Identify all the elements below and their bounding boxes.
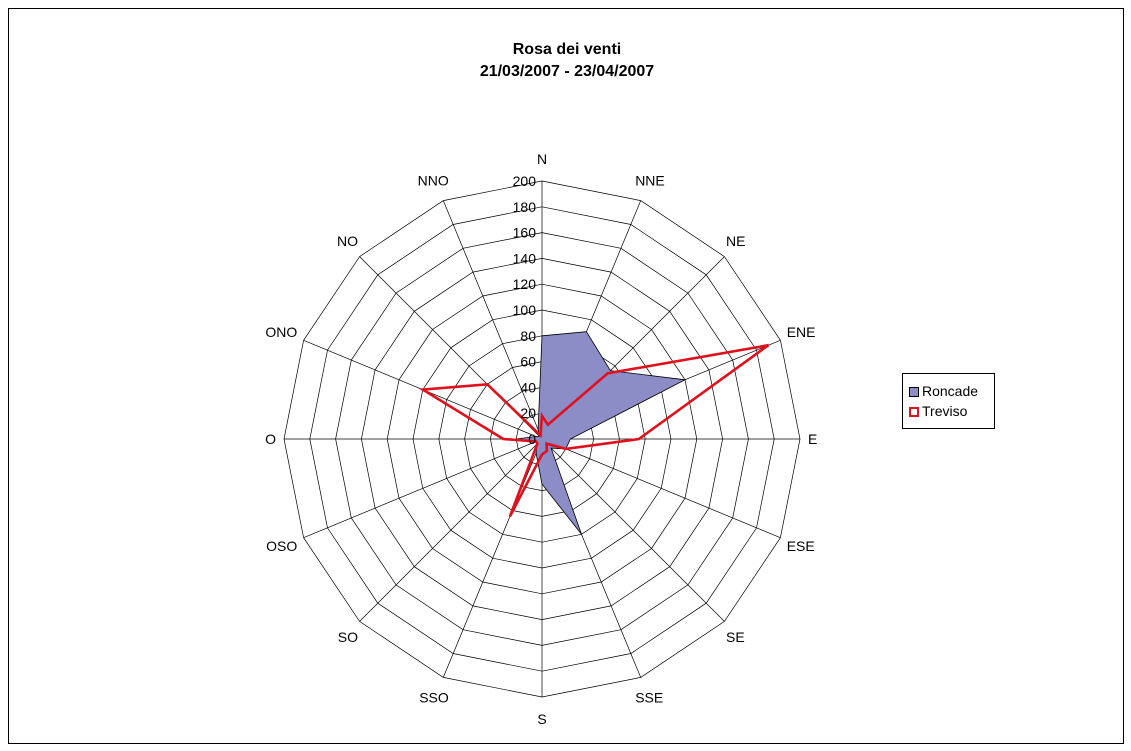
- radial-tick-label: 20: [520, 405, 536, 421]
- radial-tick-label: 60: [520, 354, 536, 370]
- direction-label: ENE: [787, 324, 816, 340]
- direction-label: N: [537, 151, 547, 167]
- radar-series: [418, 331, 770, 535]
- legend-item-treviso: Treviso: [909, 402, 967, 420]
- legend-label-treviso: Treviso: [922, 403, 968, 419]
- direction-label: NO: [337, 233, 358, 249]
- direction-label: SSE: [635, 690, 663, 706]
- chart-title-block: Rosa dei venti 21/03/2007 - 23/04/2007: [9, 39, 1125, 83]
- direction-label: NE: [726, 233, 745, 249]
- legend: Roncade Treviso: [902, 373, 995, 429]
- grid-spoke: [541, 438, 781, 539]
- radial-tick-label: 40: [520, 379, 536, 395]
- direction-label: SSO: [419, 690, 449, 706]
- radial-tick-label: 80: [520, 328, 536, 344]
- legend-swatch-roncade: [909, 387, 919, 398]
- chart-title: Rosa dei venti: [512, 41, 622, 58]
- radial-tick-label: 180: [513, 199, 537, 215]
- direction-label: SE: [726, 629, 745, 645]
- radial-tick-label: 200: [513, 173, 537, 189]
- legend-label-roncade: Roncade: [922, 383, 979, 399]
- direction-label: S: [537, 711, 546, 727]
- radial-tick-label: 120: [513, 276, 537, 292]
- direction-label: OSO: [266, 538, 297, 554]
- direction-label: NNE: [635, 172, 665, 188]
- legend-item-roncade: Roncade: [909, 382, 978, 400]
- direction-label: O: [265, 431, 276, 447]
- legend-swatch-treviso: [909, 407, 919, 418]
- grid-spoke: [442, 200, 543, 440]
- direction-label: ONO: [265, 324, 297, 340]
- direction-label: NNO: [418, 172, 449, 188]
- series-area-roncade: [516, 331, 687, 535]
- grid-spoke: [541, 438, 725, 622]
- radial-tick-label: 100: [513, 302, 537, 318]
- radial-tick-label: 0: [528, 431, 536, 447]
- grid-spoke: [359, 438, 543, 622]
- radar-grid: [283, 180, 801, 698]
- series-line-treviso: [418, 343, 770, 518]
- grid-spoke: [303, 438, 543, 539]
- chart-subtitle: 21/03/2007 - 23/04/2007: [479, 63, 655, 80]
- direction-label: E: [808, 431, 817, 447]
- grid-spoke: [442, 438, 543, 678]
- radial-tick-label: 160: [513, 225, 537, 241]
- direction-label: ESE: [787, 538, 815, 554]
- direction-label: SO: [338, 629, 358, 645]
- chart-frame: Rosa dei venti 21/03/2007 - 23/04/2007 0…: [8, 8, 1124, 744]
- radial-tick-label: 140: [513, 250, 537, 266]
